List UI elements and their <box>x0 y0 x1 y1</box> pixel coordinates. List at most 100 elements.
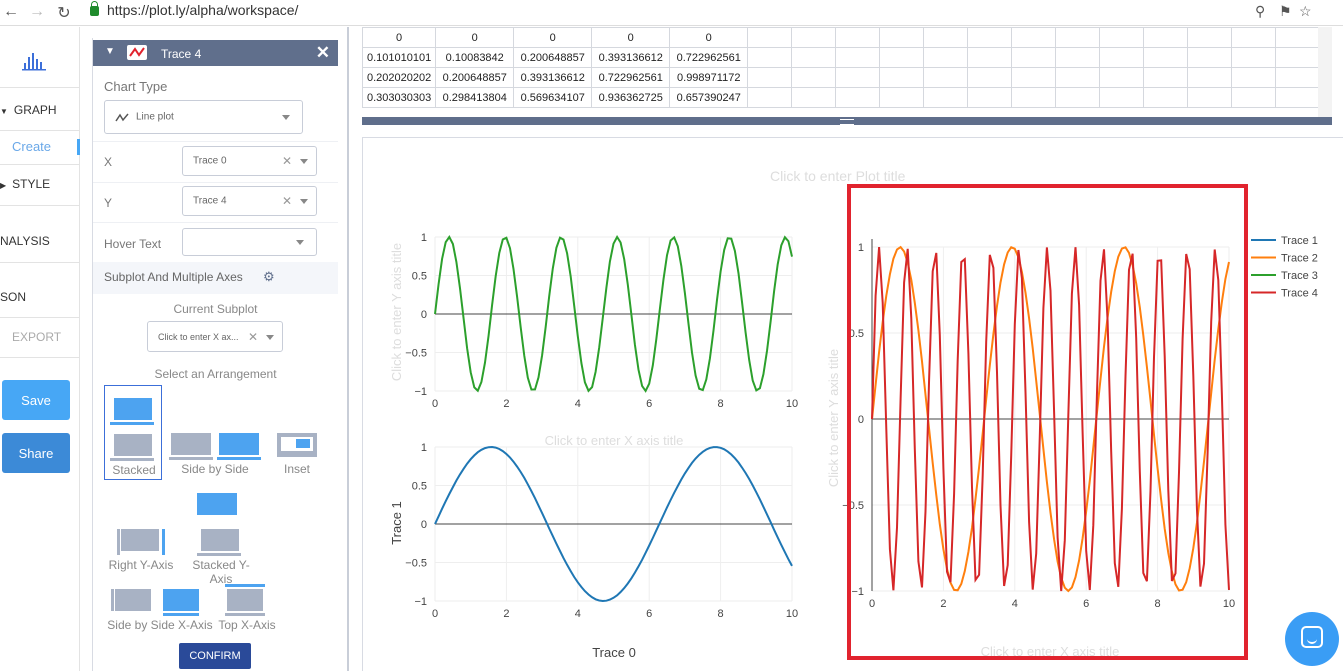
grid-resize-handle[interactable] <box>362 117 1332 125</box>
empty-cell[interactable] <box>835 67 881 88</box>
empty-cell[interactable] <box>1143 47 1189 68</box>
trace-panel-header[interactable]: ▼ Trace 4 ✕ <box>93 40 338 66</box>
hover-text-select[interactable] <box>182 228 317 256</box>
empty-cell[interactable] <box>1143 67 1189 88</box>
empty-cell[interactable] <box>1055 27 1101 48</box>
clear-icon[interactable]: ✕ <box>247 329 258 344</box>
arrangement-stacked-y-axis[interactable]: Stacked Y-Axis <box>181 527 261 586</box>
subplot-section-header[interactable]: Subplot And Multiple Axes ⚙ <box>93 262 338 294</box>
empty-cell[interactable] <box>835 27 881 48</box>
empty-cell[interactable] <box>791 27 837 48</box>
arrangement-top-x-axis[interactable]: Top X-Axis <box>217 583 277 635</box>
nav-graph[interactable]: ▼ GRAPH <box>0 103 57 117</box>
current-subplot-select[interactable]: Click to enter X ax... ✕ <box>147 321 283 352</box>
chevron-down-icon[interactable]: ▼ <box>105 46 115 57</box>
gear-icon[interactable]: ⚙ <box>263 269 275 284</box>
plot-title[interactable]: Click to enter Plot title <box>770 168 906 184</box>
empty-cell[interactable] <box>791 67 837 88</box>
empty-cell[interactable] <box>1011 47 1057 68</box>
empty-cell[interactable] <box>1187 67 1233 88</box>
empty-cell[interactable] <box>967 27 1013 48</box>
table-cell[interactable]: 0.569634107 <box>513 87 593 108</box>
share-button[interactable]: Share <box>2 433 70 473</box>
empty-cell[interactable] <box>1055 47 1101 68</box>
back-icon[interactable]: ← <box>3 3 19 20</box>
chart-type-select[interactable]: Line plot <box>104 100 303 134</box>
empty-cell[interactable] <box>747 87 793 108</box>
empty-cell[interactable] <box>967 67 1013 88</box>
empty-cell[interactable] <box>1099 67 1145 88</box>
table-cell[interactable]: 0.200648857 <box>513 47 593 68</box>
table-cell[interactable]: 0.101010101 <box>362 47 437 68</box>
nav-style[interactable]: ▶ STYLE <box>0 177 51 191</box>
empty-cell[interactable] <box>1231 47 1277 68</box>
grid-scrollbar[interactable] <box>1318 27 1332 117</box>
extension-icon[interactable]: ⚑ <box>1279 3 1292 19</box>
arrangement-inset[interactable]: Inset <box>271 431 323 481</box>
empty-cell[interactable] <box>835 47 881 68</box>
empty-cell[interactable] <box>835 87 881 108</box>
empty-cell[interactable] <box>1099 47 1145 68</box>
arrangement-side-by-side[interactable]: Side by Side <box>167 431 263 481</box>
empty-cell[interactable] <box>879 87 925 108</box>
empty-cell[interactable] <box>1275 67 1321 88</box>
arrangement-stacked[interactable]: Stacked <box>104 385 162 480</box>
empty-cell[interactable] <box>1055 87 1101 108</box>
table-cell[interactable]: 0.10083842 <box>435 47 515 68</box>
reload-icon[interactable]: ↻ <box>57 5 71 22</box>
table-cell[interactable]: 0.298413804 <box>435 87 515 108</box>
clear-icon[interactable]: ✕ <box>281 194 292 208</box>
empty-cell[interactable] <box>791 47 837 68</box>
empty-cell[interactable] <box>1187 87 1233 108</box>
empty-cell[interactable] <box>1275 47 1321 68</box>
empty-cell[interactable] <box>747 47 793 68</box>
empty-cell[interactable] <box>967 87 1013 108</box>
empty-cell[interactable] <box>879 27 925 48</box>
empty-cell[interactable] <box>1099 87 1145 108</box>
table-cell[interactable]: 0.393136612 <box>591 47 671 68</box>
empty-cell[interactable] <box>1231 67 1277 88</box>
empty-cell[interactable] <box>747 27 793 48</box>
empty-cell[interactable] <box>1099 27 1145 48</box>
table-cell[interactable]: 0.657390247 <box>669 87 749 108</box>
empty-cell[interactable] <box>1275 87 1321 108</box>
empty-cell[interactable] <box>747 67 793 88</box>
empty-cell[interactable] <box>1143 87 1189 108</box>
plotly-logo-icon[interactable] <box>22 53 48 71</box>
table-cell[interactable]: 0 <box>669 27 749 48</box>
empty-cell[interactable] <box>923 27 969 48</box>
empty-cell[interactable] <box>923 47 969 68</box>
empty-cell[interactable] <box>879 67 925 88</box>
nav-analysis[interactable]: NALYSIS <box>0 234 50 248</box>
y-select[interactable]: Trace 4 ✕ <box>182 186 317 216</box>
empty-cell[interactable] <box>1011 87 1057 108</box>
table-cell[interactable]: 0.303030303 <box>362 87 437 108</box>
empty-cell[interactable] <box>1011 67 1057 88</box>
table-cell[interactable]: 0.202020202 <box>362 67 437 88</box>
table-cell[interactable]: 0.200648857 <box>435 67 515 88</box>
empty-cell[interactable] <box>923 87 969 108</box>
table-cell[interactable]: 0.393136612 <box>513 67 593 88</box>
confirm-button[interactable]: CONFIRM <box>179 643 251 669</box>
nav-create[interactable]: Create <box>12 139 80 155</box>
table-cell[interactable]: 0.936362725 <box>591 87 671 108</box>
empty-cell[interactable] <box>1011 27 1057 48</box>
empty-cell[interactable] <box>1231 87 1277 108</box>
address-bar[interactable]: https://plot.ly/alpha/workspace/ <box>90 1 298 18</box>
close-icon[interactable]: ✕ <box>315 43 330 62</box>
empty-cell[interactable] <box>923 67 969 88</box>
table-cell[interactable]: 0 <box>591 27 671 48</box>
arrangement-side-by-side-x-axis[interactable]: Side by Side X-Axis <box>107 583 213 635</box>
table-cell[interactable]: 0 <box>362 27 437 48</box>
arrangement-right-y-axis[interactable]: Right Y-Axis <box>107 527 175 575</box>
nav-json[interactable]: SON <box>0 290 27 304</box>
empty-cell[interactable] <box>1143 27 1189 48</box>
empty-cell[interactable] <box>879 47 925 68</box>
chat-button[interactable] <box>1285 612 1339 666</box>
table-cell[interactable]: 0.722962561 <box>669 47 749 68</box>
empty-cell[interactable] <box>1231 27 1277 48</box>
table-cell[interactable]: 0.722962561 <box>591 67 671 88</box>
table-cell[interactable]: 0 <box>435 27 515 48</box>
empty-cell[interactable] <box>1055 67 1101 88</box>
table-cell[interactable]: 0.998971172 <box>669 67 749 88</box>
